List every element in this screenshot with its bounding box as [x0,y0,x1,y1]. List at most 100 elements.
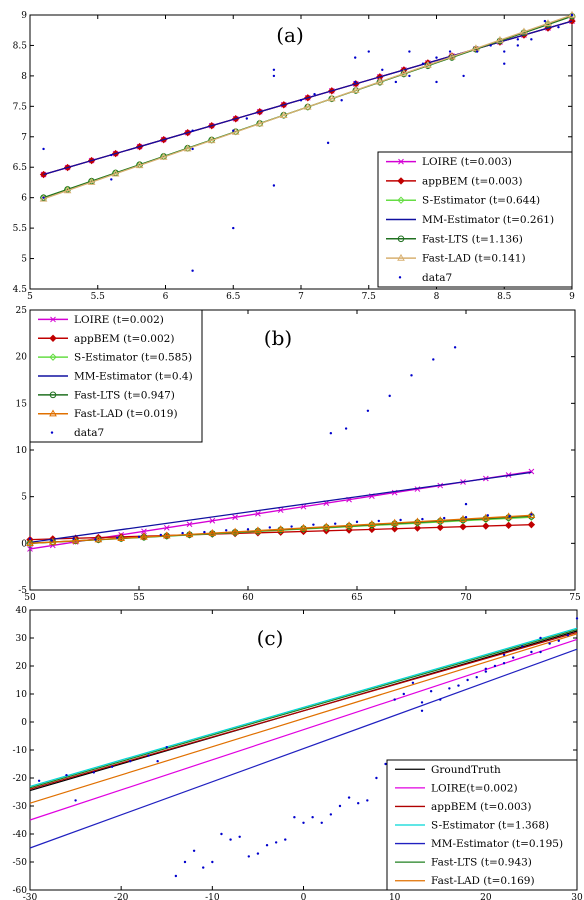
series-marker [413,524,422,532]
series-line [29,627,578,787]
data-point [420,709,424,712]
series-marker [27,546,33,552]
data-point [439,698,442,701]
data-point [50,539,53,542]
y-tick-label: 4.5 [13,285,28,295]
data-point [232,226,235,230]
y-tick-label: 6.5 [13,163,28,173]
data-point [238,835,241,838]
data-point [202,866,205,869]
y-tick-label: 20 [16,353,28,363]
series-marker [159,152,168,160]
legend-label: Fast-LTS (t=0.947) [74,389,175,401]
y-tick-label: 0 [21,718,27,728]
y-tick-label: 10 [16,446,28,456]
data-point [448,50,452,53]
y-tick-label: -30 [13,802,28,812]
series-marker [413,517,422,525]
data-point [311,816,314,819]
x-tick-label: 75 [569,593,581,603]
data-point [42,196,45,199]
series-line [29,629,578,789]
data-point [516,38,519,41]
data-point [312,523,315,526]
series-marker [414,486,421,492]
data-point [503,50,506,53]
data-point [265,844,269,847]
legend-swatch [398,276,402,279]
legend-marker [398,158,404,165]
data-point [462,74,465,78]
data-point [110,178,113,181]
series-marker [448,52,456,60]
y-tick-label: 25 [16,306,28,316]
data-point [74,799,77,802]
data-point [366,799,369,802]
y-tick-label: 9 [21,11,27,21]
data-point [429,690,433,693]
legend-swatch [50,431,54,434]
series-marker [94,533,103,542]
data-point [137,535,141,538]
series-line [29,633,578,804]
series-marker [117,534,126,541]
data-point [129,760,132,763]
data-point [530,38,533,41]
series-marker [527,520,536,529]
data-point [377,519,380,523]
data-point [42,147,45,151]
data-point [489,44,492,47]
x-tick-label: 9 [569,292,575,302]
legend-marker [397,253,405,261]
y-tick-label: -5 [18,586,27,596]
data-point [421,517,424,521]
y-tick-label: -10 [13,746,28,756]
chart-panel: 50 55 60 65 70 75 -5 0 5 10 15 20 25 (b) LOIRE (t=0.00… [16,306,581,603]
series-marker [87,177,96,185]
y-tick-label: 5 [21,493,27,503]
data-point [340,99,343,102]
series-marker [568,10,576,18]
data-point [493,664,497,668]
data-point [191,129,194,132]
data-point [191,147,194,151]
data-point [408,50,411,53]
series-marker [520,27,528,35]
y-tick-label: -20 [13,774,28,784]
data-point [232,129,235,132]
legend-label: S-Estimator (t=0.644) [422,195,540,207]
data-point [110,765,114,768]
data-point [511,656,515,659]
data-point [313,92,316,96]
data-point [408,74,411,78]
data-point [457,684,460,687]
panel-label: (a) [276,23,304,47]
data-point [420,701,424,704]
series-marker [351,85,360,93]
data-point [192,849,196,852]
data-point [539,650,542,654]
data-point [272,184,276,187]
x-tick-label: -20 [114,893,129,900]
legend-label: Fast-LTS (t=0.943) [431,857,532,869]
series-marker [481,513,490,521]
legend-marker [397,196,405,204]
panel-label: (b) [264,326,292,350]
series-marker [424,60,432,68]
legend-label: S-Estimator (t=0.585) [74,352,192,364]
x-tick-label: 0 [301,893,307,900]
data-point [211,860,214,864]
legend-marker [49,391,57,399]
data-point [355,520,359,524]
series-marker [368,520,376,527]
legend-label: MM-Estimator (t=0.4) [74,371,193,383]
y-tick-label: -50 [13,858,28,868]
series-line [29,471,532,544]
x-tick-label: 65 [351,593,363,603]
legend-marker [49,334,57,342]
series-marker [544,19,552,27]
series-marker [390,525,399,533]
data-point [366,409,370,412]
data-point [272,68,276,72]
legend-label: appBEM (t=0.003) [422,175,522,187]
